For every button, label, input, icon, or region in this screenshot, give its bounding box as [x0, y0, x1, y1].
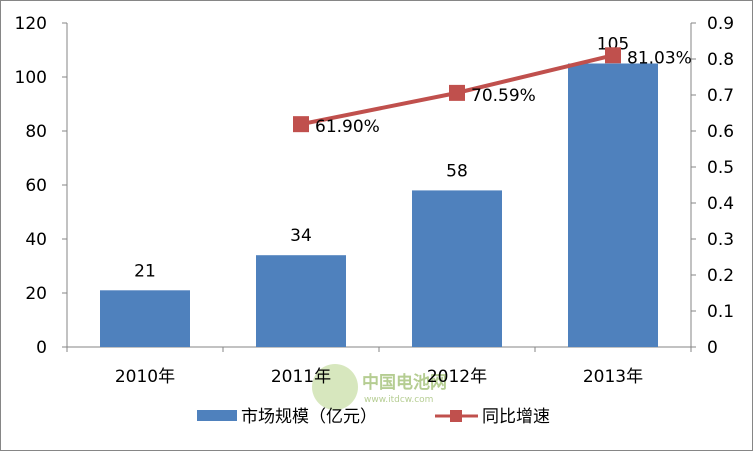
bar-label: 21: [134, 261, 156, 281]
growth-label: 61.90%: [315, 117, 380, 137]
bar: [256, 255, 346, 347]
legend: 市场规模（亿元） 同比增速: [197, 407, 550, 427]
bar: [568, 63, 658, 347]
right-tick-label: 0.7: [707, 86, 734, 106]
legend-label-line: 同比增速: [482, 407, 550, 427]
right-tick-label: 0.6: [707, 122, 734, 142]
left-tick-label: 60: [25, 176, 47, 196]
growth-marker: [449, 84, 465, 101]
x-tick-label: 2011年: [271, 367, 331, 387]
growth-label: 81.03%: [627, 48, 692, 68]
bar-label: 58: [446, 161, 468, 181]
watermark-url: www.itdcw.com: [364, 395, 433, 405]
watermark-globe-icon: [312, 364, 358, 410]
right-tick-label: 0.2: [707, 266, 734, 286]
right-tick-label: 0.5: [707, 158, 734, 178]
bar-label: 34: [290, 226, 312, 246]
watermark-name: 中国电池网: [362, 372, 447, 393]
left-tick-label: 80: [25, 122, 47, 142]
left-tick-label: 0: [36, 338, 47, 358]
x-tick-label: 2012年: [427, 367, 487, 387]
right-tick-label: 0.9: [707, 14, 734, 34]
legend-bar-swatch: [197, 410, 237, 421]
x-tick-label: 2010年: [115, 367, 175, 387]
right-tick-label: 0.8: [707, 50, 734, 70]
bar: [100, 290, 190, 347]
right-tick-label: 0.1: [707, 302, 734, 322]
left-tick-label: 120: [15, 14, 47, 34]
growth-marker: [293, 116, 309, 133]
legend-line-marker: [450, 410, 462, 422]
bar-label: 105: [597, 35, 629, 55]
x-tick-label: 2013年: [583, 367, 643, 387]
growth-marker: [605, 47, 621, 64]
bar: [412, 190, 502, 347]
left-tick-label: 20: [25, 284, 47, 304]
right-tick-label: 0: [707, 338, 718, 358]
legend-label-bar: 市场规模（亿元）: [241, 407, 377, 427]
watermark-logo: 中国电池网 www.itdcw.com: [312, 364, 447, 410]
right-tick-label: 0.3: [707, 230, 734, 250]
left-tick-label: 100: [15, 68, 47, 88]
left-tick-label: 40: [25, 230, 47, 250]
growth-label: 70.59%: [471, 86, 536, 106]
right-tick-label: 0.4: [707, 194, 734, 214]
